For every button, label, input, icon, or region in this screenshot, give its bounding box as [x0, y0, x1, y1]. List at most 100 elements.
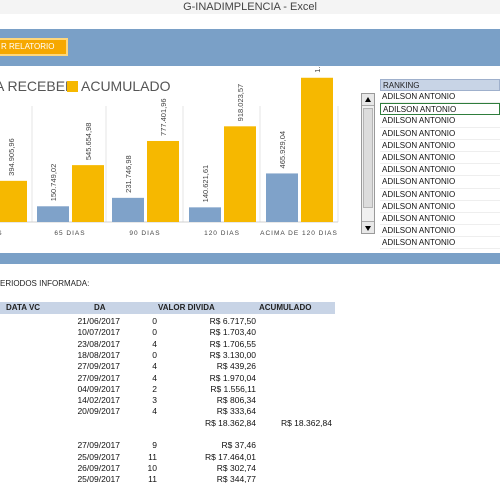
data-label: 465.929,04: [278, 131, 287, 169]
category-label: 90 DIAS: [129, 230, 160, 237]
cell-da: 0: [152, 327, 157, 338]
cell-value: R$ 1.970,04: [209, 372, 256, 383]
bar-acumulado[interactable]: [72, 165, 104, 222]
cell-value: R$ 1.556,11: [210, 383, 256, 394]
scroll-thumb[interactable]: [363, 108, 373, 208]
cell-date: 14/02/2017: [77, 395, 120, 406]
arrow-down-icon: [365, 226, 371, 231]
cell-value: R$ 17.464,01: [204, 451, 256, 462]
bar-chart: 394.905,96 DIAS 150.749,02 545.654,98 65 DIA…: [0, 66, 339, 237]
bar-acumulado[interactable]: [301, 77, 333, 222]
data-label: 918.023,57: [236, 84, 245, 122]
cell-date: 27/09/2017: [77, 440, 120, 451]
period-info: ERIODOS INFORMADA:: [0, 279, 90, 288]
bar-a-receber[interactable]: [112, 197, 144, 222]
cell-da: 4: [152, 406, 157, 417]
category-label: ACIMA DE 120 DIAS: [260, 230, 338, 237]
data-label: 140.621,61: [201, 165, 210, 203]
table-header: DATA VC DA VALOR DIVIDA ACUMULADO: [0, 302, 335, 314]
ranking-item[interactable]: ADILSON ANTONIO: [380, 115, 500, 128]
cell-da: 11: [148, 474, 157, 485]
cell-date: 25/09/2017: [77, 474, 120, 485]
arrow-up-icon: [365, 97, 371, 102]
cell-value: R$ 302,74: [216, 462, 256, 473]
cell-da: 10: [147, 462, 157, 473]
title-bar: G-INADIMPLENCIA - Excel: [0, 0, 500, 14]
ranking-item[interactable]: ADILSON ANTONIO: [380, 140, 500, 152]
ranking-list: RANKING ADILSON ANTONIO ADILSON ANTONIO AD…: [380, 79, 500, 250]
scroll-up-button[interactable]: [362, 94, 374, 106]
cell-da: 11: [148, 451, 157, 462]
scroll-down-button[interactable]: [362, 221, 374, 233]
cell-value: R$ 333,64: [216, 406, 256, 417]
header-accum: ACUMULADO: [259, 303, 312, 312]
cell-date: 20/09/2017: [77, 406, 120, 417]
bar-acumulado[interactable]: [224, 126, 256, 222]
bar-acumulado[interactable]: [147, 140, 179, 222]
legend-acumulado: ACUMULADO: [81, 78, 171, 94]
window-title: G-INADIMPLENCIA - Excel: [183, 1, 317, 13]
bar-a-receber[interactable]: [189, 207, 221, 222]
data-label: 150.749,02: [49, 164, 58, 202]
ranking-item[interactable]: ADILSON ANTONIO: [380, 128, 500, 140]
ranking-scrollbar[interactable]: [361, 93, 375, 234]
header-value: VALOR DIVIDA: [158, 303, 215, 312]
ranking-item[interactable]: ADILSON ANTONIO: [380, 103, 500, 116]
ranking-item[interactable]: ADILSON ANTONIO: [380, 164, 500, 177]
cell-value: R$ 1.703,40: [209, 327, 256, 338]
ranking-item[interactable]: ADILSON ANTONIO: [380, 176, 500, 189]
cell-date: 23/08/2017: [77, 338, 120, 349]
cell-value: R$ 806,34: [216, 395, 256, 406]
cell-date: 21/06/2017: [77, 316, 120, 326]
cell-da: 0: [152, 316, 157, 326]
data-label: 231.746,98: [124, 155, 133, 193]
ranking-header: RANKING: [380, 79, 500, 91]
data-label: 777.401,96: [159, 98, 168, 136]
data-label: 394.905,96: [7, 138, 16, 176]
ranking-item[interactable]: ADILSON ANTONIO: [380, 237, 500, 250]
cell-value: R$ 3.130,00: [209, 349, 256, 360]
cell-da: 3: [152, 395, 157, 406]
cell-date: 18/08/2017: [77, 349, 120, 360]
cell-da: 9: [152, 440, 157, 451]
header-date: DATA VC: [6, 303, 41, 312]
ranking-item[interactable]: ADILSON ANTONIO: [380, 91, 500, 104]
cell-value: R$ 37,46: [221, 440, 257, 451]
ranking-item[interactable]: ADILSON ANTONIO: [380, 189, 500, 201]
cell-da: 0: [152, 349, 157, 360]
legend-acumulado-swatch: [67, 81, 78, 92]
bar-a-receber[interactable]: [37, 206, 69, 222]
cell-value: R$ 1.706,55: [209, 338, 256, 349]
cell-da: 4: [152, 372, 157, 383]
category-label: 120 DIAS: [204, 230, 240, 237]
middle-band: [0, 253, 500, 264]
cell-date: 04/09/2017: [77, 383, 120, 394]
cell-da: 4: [152, 361, 157, 372]
cell-value: R$ 439,26: [216, 361, 256, 372]
ranking-item[interactable]: ADILSON ANTONIO: [380, 225, 500, 238]
cell-accum: R$ 18.362,84: [280, 417, 332, 428]
bar-acumulado[interactable]: [0, 180, 27, 222]
category-label: DIAS: [0, 230, 3, 237]
cell-da: 4: [152, 338, 157, 349]
cell-date: 26/09/2017: [77, 462, 120, 473]
legend-a-receber: A RECEBER: [0, 78, 76, 94]
cell-da: 2: [152, 383, 157, 394]
ranking-item[interactable]: ADILSON ANTONIO: [380, 152, 500, 165]
bar-a-receber[interactable]: [266, 173, 298, 222]
data-label: 545.654,98: [84, 123, 93, 161]
ranking-item[interactable]: ADILSON ANTONIO: [380, 201, 500, 213]
data-label: 1.383.952,61: [313, 66, 322, 73]
cell-value: R$ 6.717,50: [209, 316, 256, 326]
header-da: DA: [94, 303, 106, 312]
cell-date: 10/07/2017: [77, 327, 120, 338]
cell-value: R$ 344,77: [216, 474, 256, 485]
report-button[interactable]: R RELATORIO: [0, 38, 68, 56]
top-band: [0, 29, 500, 66]
cell-date: 27/09/2017: [77, 372, 120, 383]
cell-date: 27/09/2017: [77, 361, 120, 372]
cell-value: R$ 18.362,84: [204, 417, 256, 428]
category-label: 65 DIAS: [54, 230, 85, 237]
ranking-item[interactable]: ADILSON ANTONIO: [380, 213, 500, 226]
cell-date: 25/09/2017: [77, 451, 120, 462]
